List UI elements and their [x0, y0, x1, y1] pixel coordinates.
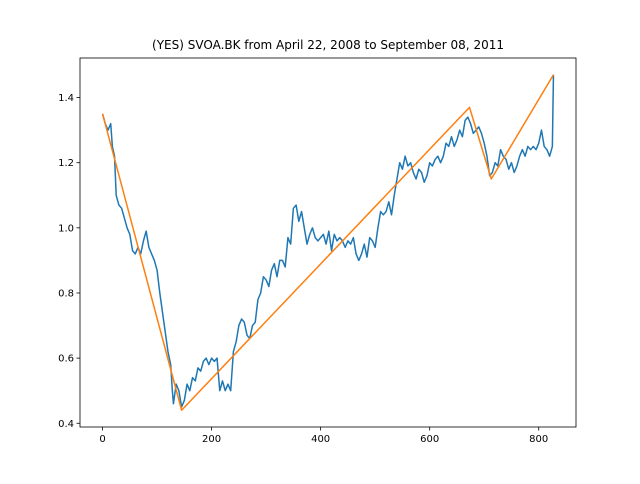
line [101, 74, 555, 408]
line [101, 74, 555, 411]
y-tick-label: 0.4 [58, 419, 74, 430]
y-tick-label: 0.6 [58, 354, 74, 365]
y-tick-label: 1.2 [58, 158, 74, 169]
plot-frame [79, 57, 577, 428]
x-tick-label: 800 [529, 434, 548, 445]
x-tick-label: 400 [311, 434, 330, 445]
y-tick-label: 1.0 [58, 223, 74, 234]
y-tick-label: 0.8 [58, 288, 74, 299]
x-tick-label: 0 [99, 434, 105, 445]
x-tick-label: 600 [420, 434, 439, 445]
x-tick-label: 200 [202, 434, 221, 445]
chart-title: (YES) SVOA.BK from April 22, 2008 to Sep… [152, 38, 504, 52]
y-tick-label: 1.4 [58, 93, 74, 104]
